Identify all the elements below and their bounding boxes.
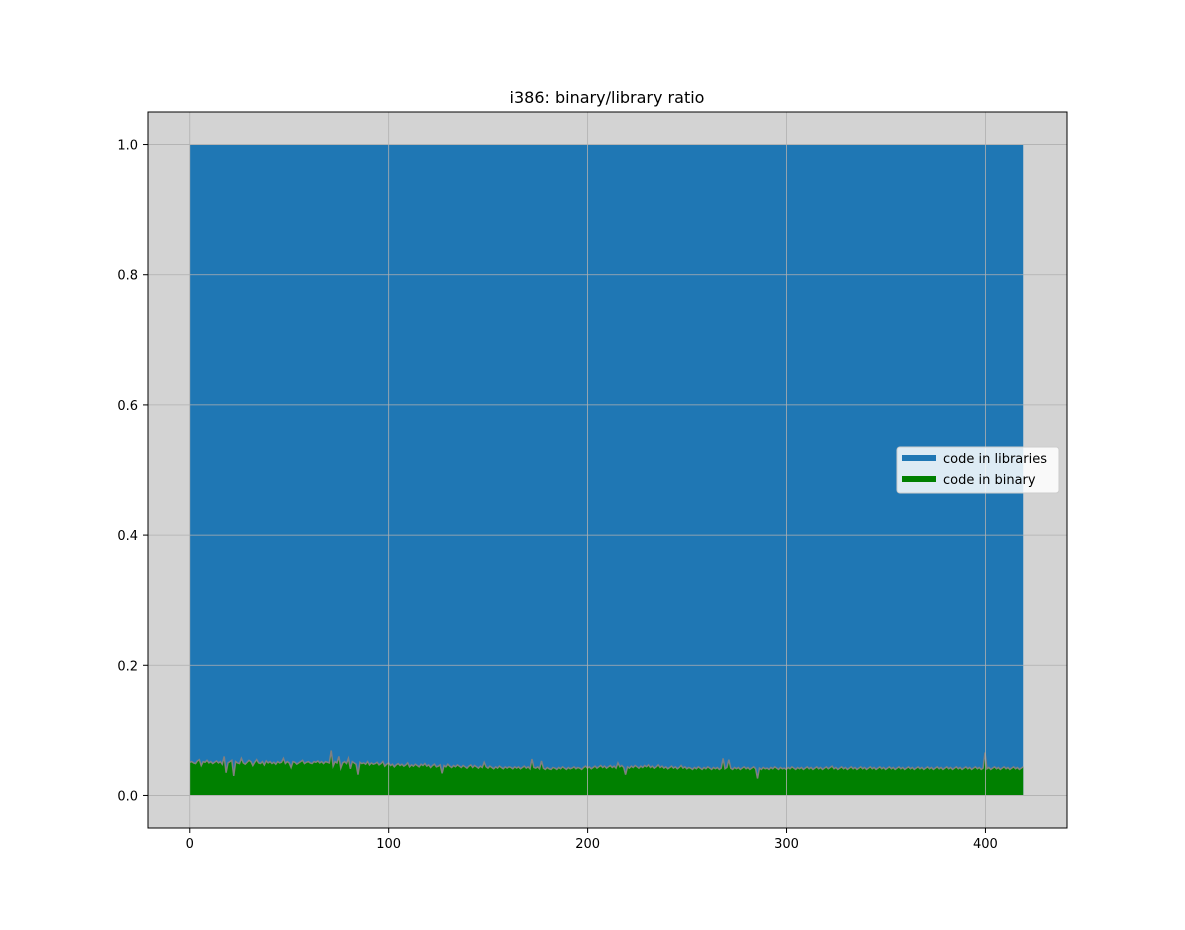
y-axis: 0.0 0.2 0.4 0.6 0.8 1.0	[117, 139, 148, 804]
area-code-in-binary	[189, 750, 1024, 796]
grid-layer	[148, 112, 1067, 828]
y-tick-label-5: 1.0	[117, 139, 138, 154]
x-axis: 0 100 200 300 400	[186, 828, 998, 852]
line-code-in-binary	[189, 750, 1024, 779]
x-tick-label-2: 200	[575, 837, 600, 852]
y-tick-label-2: 0.4	[117, 529, 138, 544]
legend-label-binary: code in binary	[943, 473, 1036, 488]
legend-swatch-libraries	[902, 455, 936, 461]
y-tick-label-0: 0.0	[117, 789, 138, 804]
x-tick-label-1: 100	[376, 837, 401, 852]
x-tick-label-0: 0	[186, 837, 194, 852]
area-code-in-libraries	[189, 144, 1024, 796]
x-tick-label-4: 400	[973, 837, 998, 852]
series-layer	[189, 144, 1024, 796]
y-tick-label-3: 0.6	[117, 399, 138, 414]
y-tick-label-1: 0.2	[117, 659, 138, 674]
x-tick-label-3: 300	[774, 837, 799, 852]
legend-swatch-binary	[902, 476, 936, 482]
chart-title: i386: binary/library ratio	[510, 88, 705, 107]
legend-label-libraries: code in libraries	[943, 452, 1047, 467]
legend: code in libraries code in binary	[896, 446, 1060, 494]
plot-frame	[147, 111, 1068, 829]
y-tick-label-4: 0.8	[117, 269, 138, 284]
legend-box	[896, 446, 1060, 494]
